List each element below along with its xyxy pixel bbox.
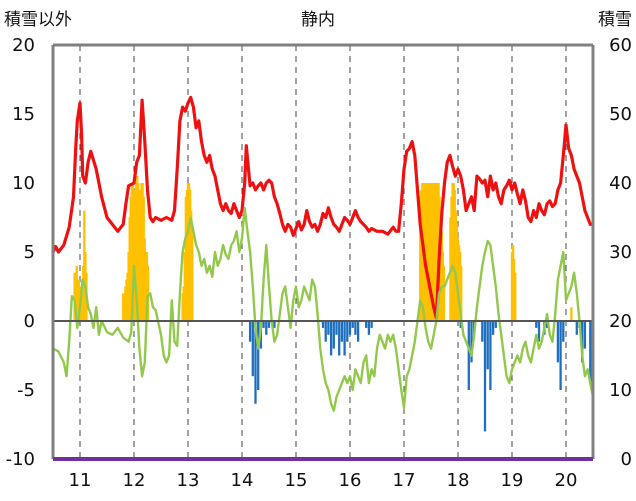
- right-axis-label: 積雪: [598, 10, 632, 30]
- lines-layer: [51, 95, 595, 412]
- x-tick-label: 15: [285, 470, 308, 491]
- y-right-tick-label: 0: [621, 449, 632, 470]
- green-series-line: [51, 206, 595, 412]
- negative-bar: [346, 321, 349, 342]
- left-axis-label: 積雪以外: [4, 10, 72, 30]
- x-tick-label: 18: [447, 470, 470, 491]
- negative-bar: [489, 321, 492, 390]
- x-tick-label: 11: [69, 470, 92, 491]
- grid-layer: [79, 45, 567, 459]
- negative-bar: [494, 321, 497, 328]
- x-tick-label: 17: [393, 470, 416, 491]
- negative-bar: [583, 321, 587, 349]
- y-left-tick-label: 20: [12, 35, 35, 56]
- negative-bar: [559, 321, 562, 390]
- tick-labels: 11 12 13 14 15 16 17 18 19 2020151050-5-106050403…: [6, 35, 632, 491]
- negative-bar: [273, 321, 276, 328]
- negative-bar: [354, 321, 357, 335]
- x-tick-label: 13: [177, 470, 200, 491]
- negative-bar: [491, 321, 495, 335]
- negative-bar: [338, 321, 341, 356]
- negative-bar: [556, 321, 560, 363]
- y-left-tick-label: -10: [6, 449, 35, 470]
- red-series-line: [51, 95, 592, 320]
- y-right-tick-label: 40: [609, 173, 632, 194]
- negative-bar: [343, 321, 346, 356]
- snow-bar: [442, 265, 446, 321]
- negative-bar: [262, 321, 265, 328]
- y-right-tick-label: 60: [609, 35, 632, 56]
- negative-bar: [329, 321, 333, 356]
- y-right-tick-label: 20: [609, 311, 632, 332]
- negative-bar: [324, 321, 327, 342]
- negative-bar: [267, 321, 271, 328]
- negative-bar: [562, 321, 565, 342]
- negative-bar: [575, 321, 578, 335]
- y-left-tick-label: 5: [24, 242, 35, 263]
- chart-title: 静内: [301, 10, 335, 30]
- y-right-tick-label: 50: [609, 104, 632, 125]
- y-right-tick-label: 10: [609, 380, 632, 401]
- negative-bar: [481, 321, 484, 342]
- snow-bar: [570, 307, 573, 321]
- negative-bar: [545, 321, 549, 328]
- negative-bar: [321, 321, 325, 328]
- x-tick-label: 12: [123, 470, 146, 491]
- negative-bar: [251, 321, 254, 377]
- y-left-tick-label: -5: [17, 380, 35, 401]
- negative-bar: [348, 321, 352, 335]
- negative-bar: [367, 321, 371, 335]
- snow-bar: [460, 265, 463, 321]
- y-left-tick-label: 0: [24, 311, 35, 332]
- negative-bar: [254, 321, 257, 404]
- x-tick-label: 20: [555, 470, 578, 491]
- negative-bar: [248, 321, 252, 342]
- axes-layer: [51, 43, 595, 461]
- y-left-tick-label: 10: [12, 173, 35, 194]
- y-left-tick-label: 15: [12, 104, 35, 125]
- negative-bar: [257, 321, 260, 390]
- negative-bar: [470, 321, 473, 363]
- y-right-tick-label: 30: [609, 242, 632, 263]
- negative-bar: [356, 321, 360, 342]
- negative-bar: [365, 321, 368, 328]
- negative-bar: [332, 321, 335, 349]
- x-tick-label: 19: [501, 470, 524, 491]
- snow-bar: [514, 272, 517, 321]
- negative-bar: [351, 321, 354, 328]
- negative-bar: [335, 321, 338, 335]
- negative-bar: [265, 321, 268, 335]
- negative-bar: [537, 321, 541, 342]
- negative-bar: [535, 321, 538, 328]
- negative-bar: [589, 321, 592, 384]
- snow-bar: [146, 265, 150, 321]
- negative-bar: [486, 321, 489, 370]
- negative-bar: [370, 321, 373, 328]
- snow-bar: [191, 224, 194, 321]
- negative-bar: [467, 321, 470, 390]
- x-tick-label: 14: [231, 470, 254, 491]
- negative-bar: [459, 321, 462, 328]
- x-tick-label: 16: [339, 470, 362, 491]
- negative-bar: [483, 321, 487, 432]
- negative-bar: [340, 321, 344, 342]
- negative-bar: [327, 321, 330, 335]
